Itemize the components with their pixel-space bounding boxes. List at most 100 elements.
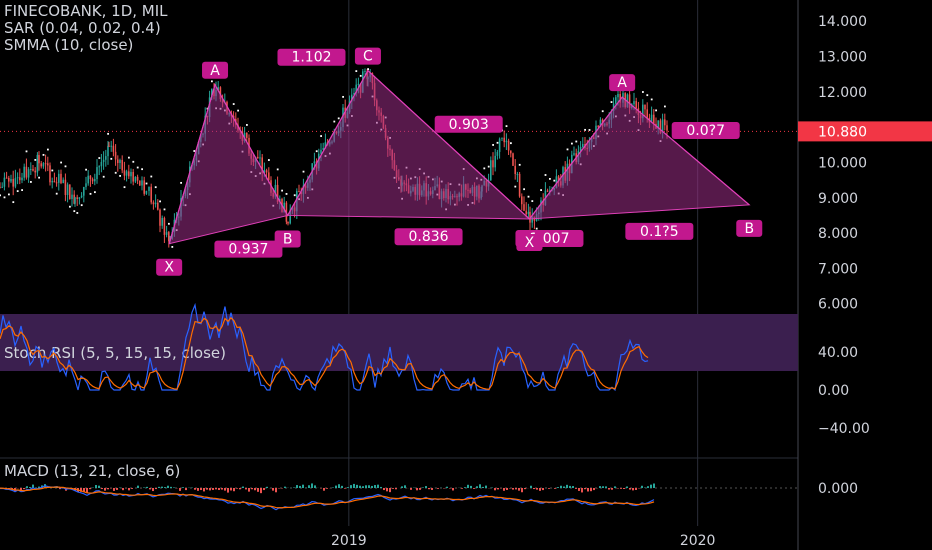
stoch-band [0,314,798,371]
sar-dot [30,181,32,183]
macd-histogram-bar [218,488,220,491]
macd-histogram-bar [377,484,379,488]
candle-body [165,232,168,235]
sar-dot [21,189,23,191]
macd-histogram-bar [272,488,274,491]
sar-dot [342,95,344,98]
candle-body [76,197,78,200]
sar-dot [85,168,87,171]
last-price-label: 10.880 [818,124,867,140]
candle-body [615,97,617,104]
macd-histogram-bar [620,488,622,489]
candle-body [498,138,501,152]
ratio-label: 0.836 [409,229,449,245]
x-tick-label: 2020 [680,533,716,549]
candle-body [12,179,14,187]
candle-body [322,148,324,150]
candle-body [355,84,357,93]
macd-tick-label: 0.000 [818,481,858,497]
sar-dot [98,157,101,159]
pivot-label: C [363,49,373,65]
macd-histogram-bar [632,488,634,491]
sar-dot [523,188,525,191]
macd-histogram-bar [521,488,523,493]
macd-histogram-bar [566,484,568,488]
candle-body [573,153,575,155]
sar-dot [575,140,578,143]
sar-dot [128,156,130,159]
macd-histogram-bar [623,488,625,489]
candle-body [71,194,73,200]
candle-body [525,210,527,215]
candle-body [85,183,87,187]
candle-body [523,204,525,211]
macd-histogram-bar [284,486,286,488]
macd-histogram-bar [215,488,217,490]
macd-histogram-bar [275,488,277,493]
candle-body [150,186,152,203]
macd-histogram-bar [461,488,463,489]
candle-body [102,159,105,162]
ratio-tag [434,115,503,133]
stoch-tick-label: 0.00 [818,383,849,399]
macd-histogram-bar [344,488,346,489]
sar-dot [655,109,657,112]
macd-histogram-bar [590,488,592,492]
y-tick-label: 14.000 [818,14,867,30]
macd-histogram-bar [599,486,601,488]
macd-histogram-bar [113,488,115,491]
macd-histogram-bar [512,488,514,490]
macd-signal-line [0,486,655,509]
macd-histogram-bar [194,488,196,490]
candle-body [287,221,289,224]
macd-histogram-bar [506,488,508,490]
macd-histogram-bar [83,488,85,493]
candle-body [516,173,519,175]
candle-body [628,94,631,109]
candle-body [58,173,60,183]
sar-dot [531,200,534,202]
sar-dot [510,142,512,145]
macd-histogram-bar [473,488,475,489]
macd-histogram-bar [569,485,571,488]
candle-body [34,170,36,173]
macd-histogram-bar [530,485,532,488]
macd-histogram-bar [161,486,163,488]
candle-body [16,177,19,179]
sar-dot [3,196,6,199]
sar-dot [180,181,182,184]
candle-body [503,137,505,143]
macd-histogram-bar [323,488,325,491]
macd-histogram-bar [629,488,631,490]
candle-body [217,87,219,91]
candle-body [121,160,123,171]
macd-histogram-bar [227,488,229,493]
sar-dot [8,193,10,196]
macd-histogram-bar [368,485,370,488]
macd-line [0,485,655,511]
sar-dot [293,194,296,197]
sar-dot [119,175,121,177]
candle-body [107,145,109,157]
candle-body [19,177,21,181]
macd-histogram-bar [437,488,439,489]
macd-histogram-bar [197,488,199,491]
candle-body [644,104,646,110]
candle-body [3,177,6,187]
sar-dot [496,141,499,144]
sar-dot [64,165,67,168]
sar-dot [193,150,196,152]
sar-dot [163,208,166,211]
candle-body [47,163,49,166]
pattern-leg [528,96,750,220]
macd-histogram-bar [410,488,412,490]
x-tick-label: 2019 [331,533,367,549]
y-tick-label: 13.000 [818,50,867,66]
macd-histogram-bar [404,485,406,488]
ratio-label: 0.0?7 [686,123,725,139]
candle-body [32,169,34,171]
macd-histogram-bar [365,485,367,488]
macd-histogram-bar [608,488,610,490]
candle-body [531,216,533,223]
